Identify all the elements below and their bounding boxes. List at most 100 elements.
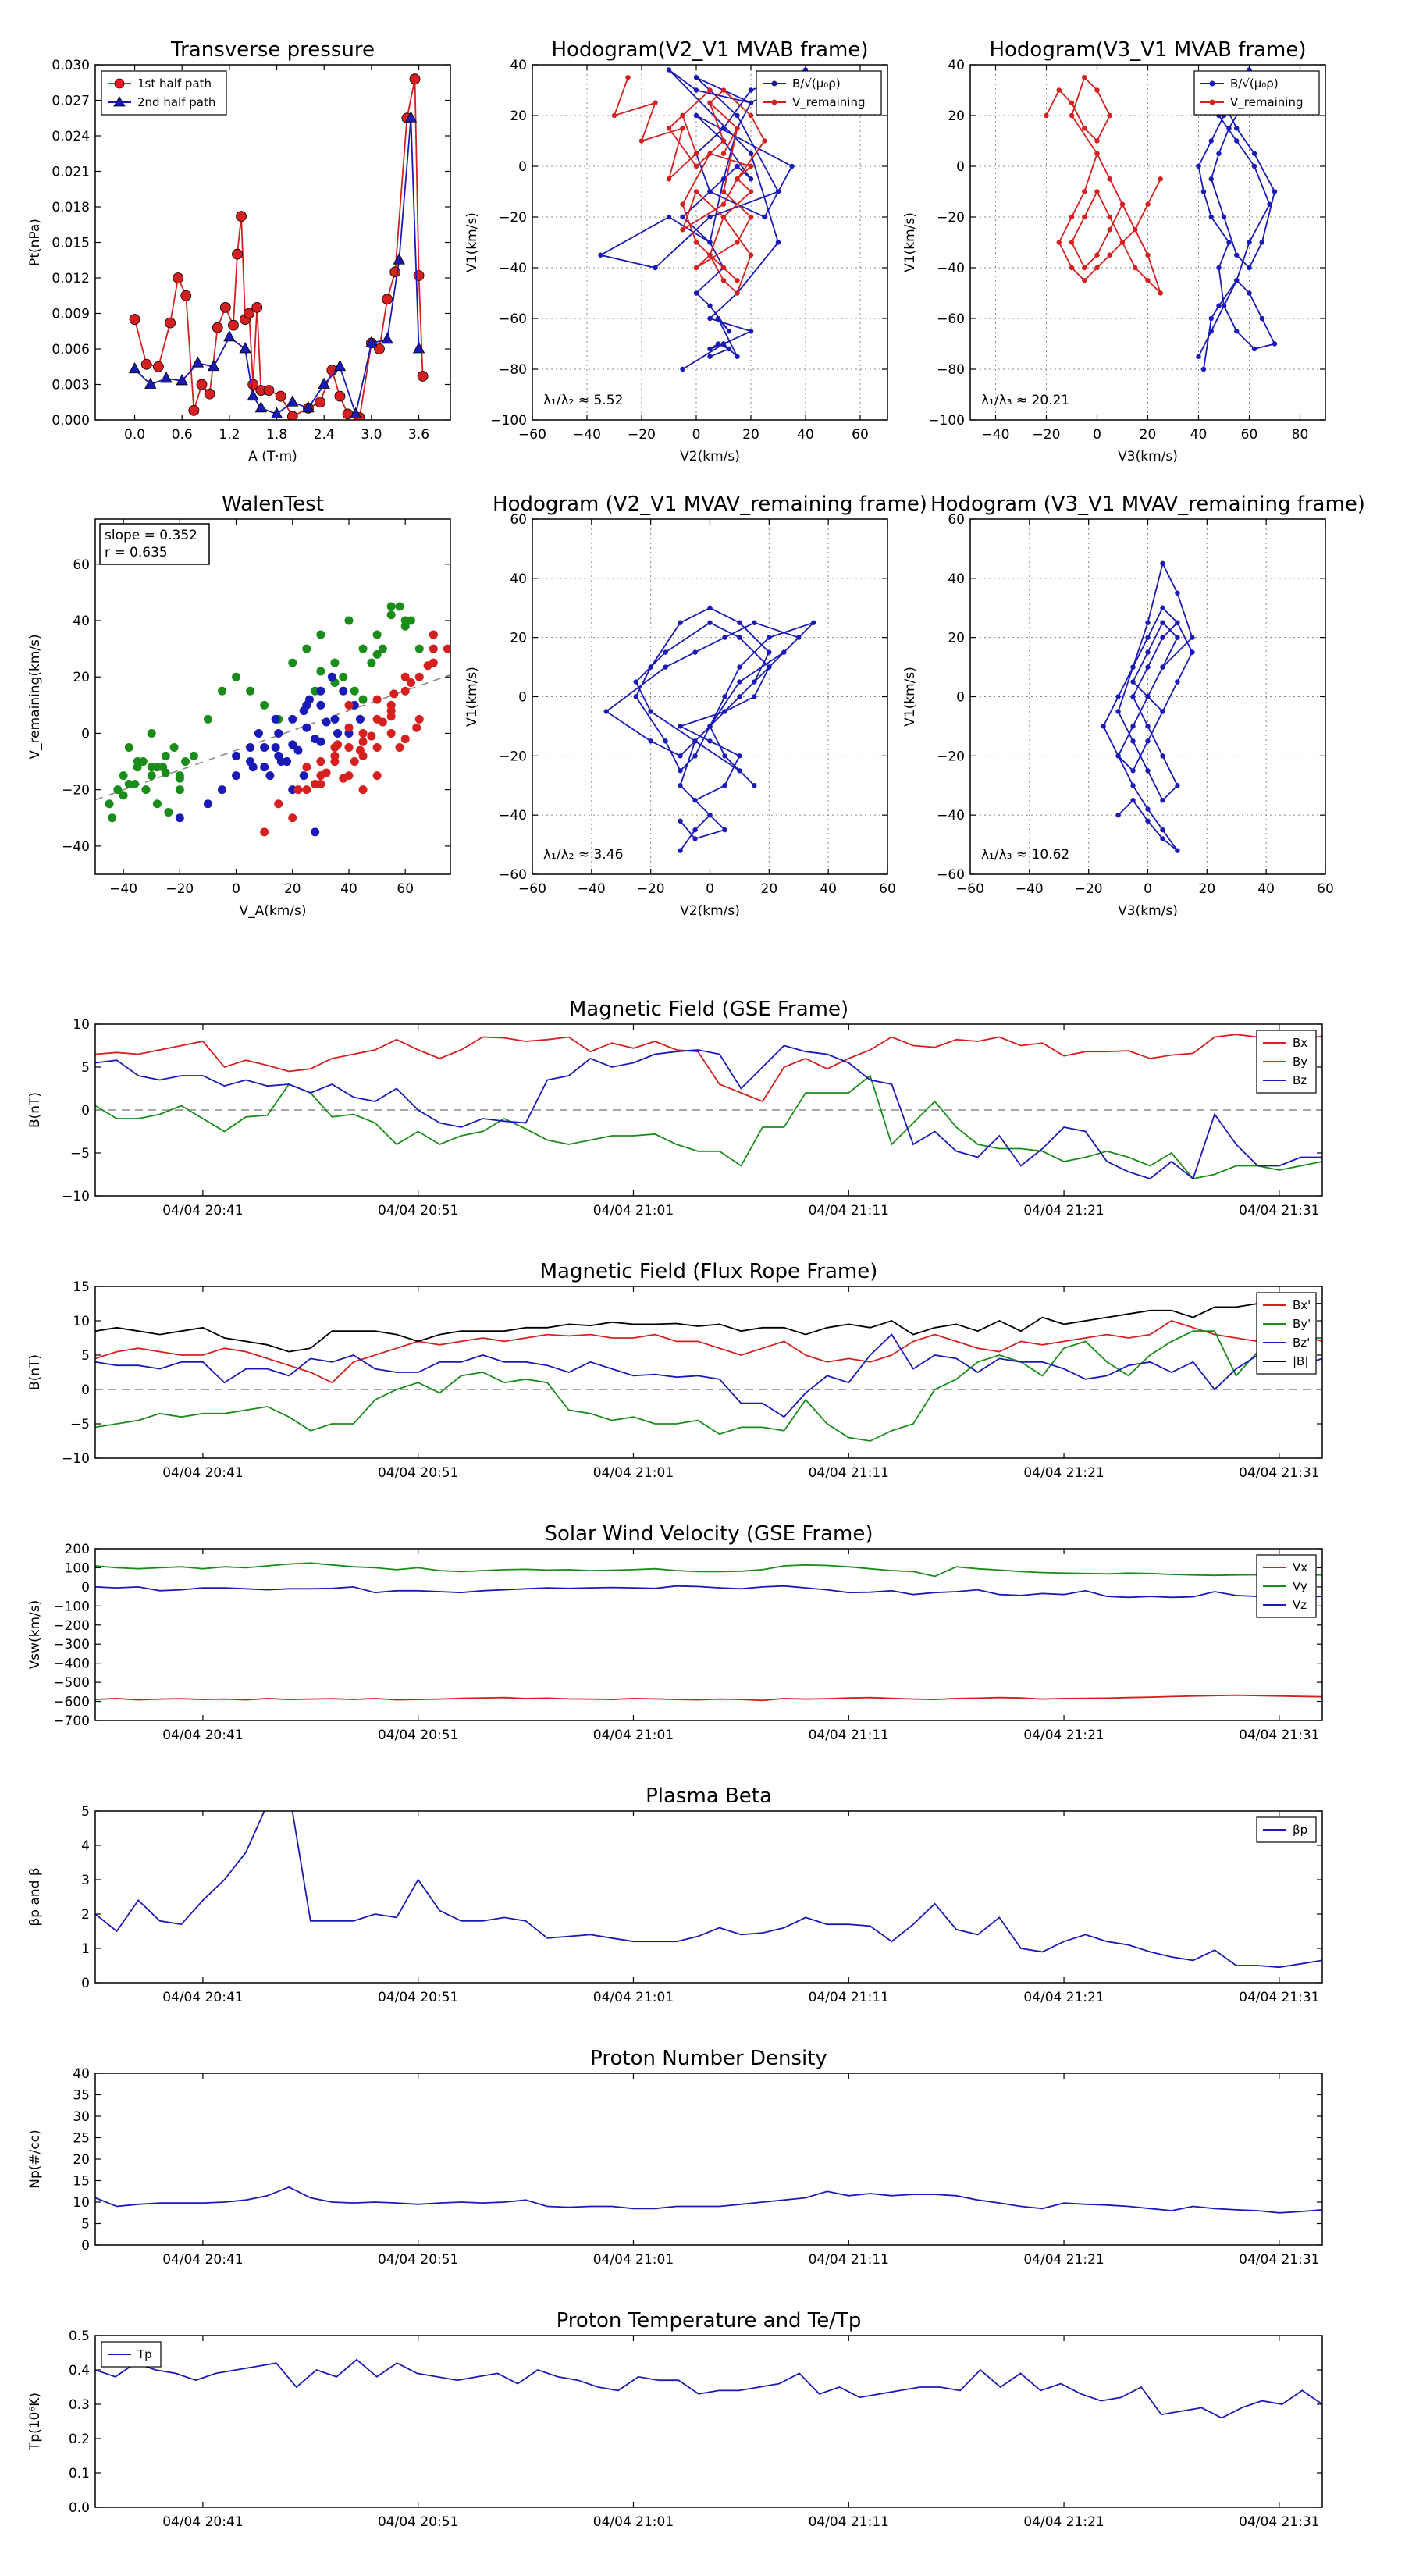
data-point <box>372 630 382 639</box>
series-line <box>1102 561 1193 852</box>
y-tick-label: 10 <box>73 2195 90 2211</box>
data-point <box>707 605 713 610</box>
y-tick-label: 0 <box>81 1976 90 1991</box>
data-point <box>1190 649 1195 655</box>
data-point <box>316 630 325 639</box>
legend-marker <box>113 96 126 107</box>
data-point <box>260 700 269 710</box>
data-point <box>633 679 638 685</box>
data-point <box>133 757 142 767</box>
series-1 <box>95 1320 1322 1384</box>
x-tick-label: 80 <box>1292 427 1309 443</box>
y-tick-label: 0 <box>518 159 527 175</box>
data-point <box>1107 227 1112 233</box>
data-point <box>1082 278 1087 283</box>
chart-title: Proton Temperature and Te/Tp <box>557 2309 862 2332</box>
data-point <box>1160 709 1165 714</box>
data-point <box>1160 635 1165 640</box>
data-point <box>811 620 816 625</box>
data-point <box>796 635 802 640</box>
data-point <box>1234 138 1240 144</box>
y-tick-label: −10 <box>62 1451 90 1467</box>
series-1 <box>105 602 438 823</box>
data-point <box>692 836 698 841</box>
chart-walen: −40 −20 0 20 40 60 −40 −20 0 20 40 60 WalenTest V_A(k… <box>27 493 451 919</box>
legend-marker <box>771 99 777 105</box>
data-point <box>160 372 173 383</box>
plot-area <box>95 2186 1322 2214</box>
data-point <box>1234 126 1240 131</box>
data-point <box>274 799 283 809</box>
y-tick-label: 0.3 <box>69 2397 90 2413</box>
plot-area <box>95 602 450 837</box>
data-point <box>707 252 713 258</box>
data-point <box>318 377 330 389</box>
chart-title: Hodogram(V2_V1 MVAB frame) <box>551 38 868 62</box>
y-tick-label: −20 <box>937 210 965 226</box>
y-tick-label: 20 <box>73 2152 90 2168</box>
series-line <box>95 1320 1322 1384</box>
data-point <box>254 728 263 738</box>
data-point <box>715 341 721 347</box>
y-tick-label: 5 <box>81 1060 90 1076</box>
data-point <box>752 783 757 788</box>
x-tick-label: 04/04 21:11 <box>809 1465 889 1481</box>
data-point <box>1200 366 1207 372</box>
y-tick-label: 60 <box>948 512 965 528</box>
series-1 <box>95 1694 1322 1702</box>
x-tick-label: −40 <box>573 427 601 443</box>
data-point <box>775 240 781 245</box>
x-tick-label: −40 <box>109 881 137 897</box>
y-tick-label: −60 <box>937 311 965 327</box>
data-point <box>248 763 258 772</box>
x-tick-label: 04/04 21:31 <box>1239 1465 1319 1481</box>
y-tick-label: −40 <box>937 808 965 824</box>
data-point <box>119 791 128 800</box>
plot-area <box>95 2358 1322 2419</box>
y-tick-label: 4 <box>81 1838 90 1854</box>
data-point <box>1069 100 1075 105</box>
plot-area <box>603 605 816 853</box>
chart-title: Transverse pressure <box>170 38 375 62</box>
data-point <box>1044 112 1049 119</box>
data-point <box>1196 163 1201 169</box>
data-point <box>663 649 668 655</box>
data-point <box>680 366 685 372</box>
data-point <box>414 714 424 724</box>
data-point <box>288 658 297 667</box>
y-tick-label: −500 <box>53 1675 90 1691</box>
legend-box <box>756 70 882 116</box>
data-point <box>322 768 331 777</box>
x-tick-label: 1.2 <box>219 427 240 443</box>
y-tick-label: 20 <box>510 109 527 124</box>
data-point <box>748 189 754 194</box>
y-tick-label: 0.000 <box>52 413 90 429</box>
data-point <box>752 679 757 685</box>
data-point <box>1175 635 1180 640</box>
data-point <box>680 201 685 207</box>
plot-area <box>95 1303 1322 1442</box>
data-point <box>429 644 438 653</box>
data-point <box>1107 214 1112 220</box>
data-point <box>638 138 645 144</box>
series-line <box>95 1811 1322 1969</box>
chart-tp: 04/04 20:41 04/04 20:51 04/04 21:01 04/04 2… <box>27 2309 1323 2530</box>
data-point <box>678 753 683 759</box>
data-point <box>316 686 325 696</box>
data-point <box>735 176 740 182</box>
data-point <box>322 717 331 727</box>
data-point <box>1094 87 1100 93</box>
y-axis-label: B(nT) <box>27 1354 43 1390</box>
y-axis-label: Pt(nPa) <box>27 219 43 266</box>
data-point <box>692 649 698 655</box>
data-point <box>1216 151 1222 156</box>
data-point <box>288 813 297 823</box>
data-point <box>720 138 727 144</box>
data-point <box>304 695 314 704</box>
data-point <box>212 322 223 333</box>
data-point <box>344 616 354 625</box>
x-tick-label: 04/04 21:11 <box>809 1727 889 1743</box>
data-point <box>1145 738 1151 744</box>
data-point <box>693 265 699 271</box>
data-point <box>175 813 184 823</box>
